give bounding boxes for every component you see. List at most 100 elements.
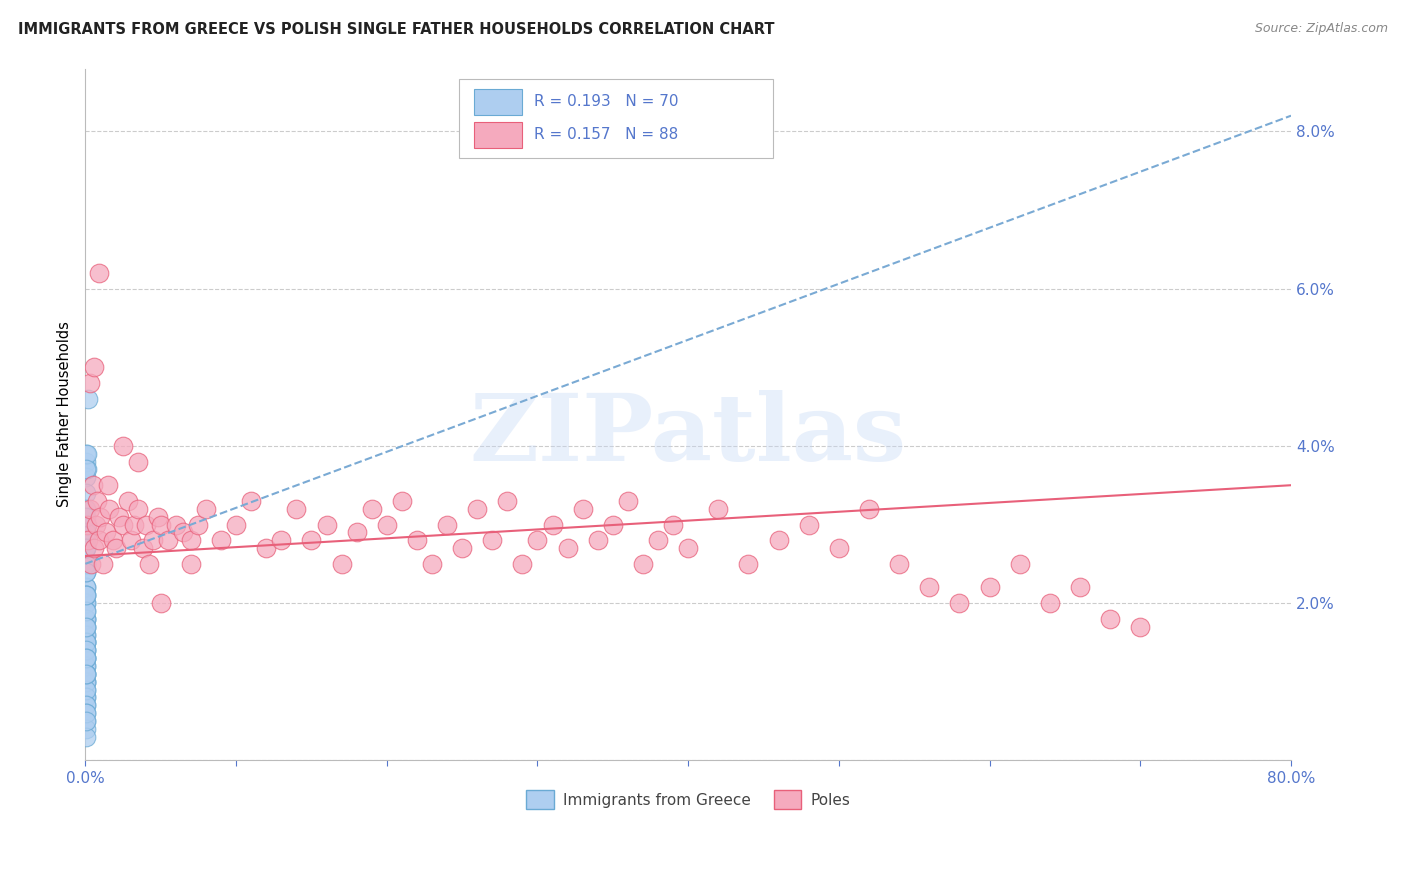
Point	[82, 478, 104, 492]
Point	[330, 557, 353, 571]
Point	[75, 690, 97, 705]
Point	[146, 509, 169, 524]
Point	[76, 392, 98, 406]
Point	[602, 517, 624, 532]
Point	[315, 517, 337, 532]
Point	[127, 501, 149, 516]
Point	[676, 541, 699, 555]
Point	[1039, 596, 1062, 610]
Point	[75, 565, 97, 579]
Point	[98, 501, 121, 516]
Point	[75, 706, 97, 721]
Point	[75, 635, 97, 649]
Point	[75, 509, 97, 524]
Point	[254, 541, 277, 555]
Point	[75, 635, 97, 649]
Point	[75, 651, 97, 665]
Point	[617, 494, 640, 508]
Point	[75, 620, 97, 634]
Point	[270, 533, 292, 548]
FancyBboxPatch shape	[474, 88, 522, 115]
Point	[165, 517, 187, 532]
Point	[75, 666, 97, 681]
Point	[75, 620, 97, 634]
Point	[1129, 620, 1152, 634]
Text: IMMIGRANTS FROM GREECE VS POLISH SINGLE FATHER HOUSEHOLDS CORRELATION CHART: IMMIGRANTS FROM GREECE VS POLISH SINGLE …	[18, 22, 775, 37]
Point	[75, 462, 97, 476]
Point	[75, 541, 97, 555]
Point	[172, 525, 194, 540]
Point	[75, 470, 97, 484]
Point	[75, 651, 97, 665]
Point	[117, 494, 139, 508]
Point	[104, 541, 127, 555]
Point	[75, 714, 97, 728]
Point	[75, 447, 97, 461]
Point	[142, 533, 165, 548]
Point	[75, 604, 97, 618]
FancyBboxPatch shape	[474, 122, 522, 148]
Point	[101, 533, 124, 548]
Point	[75, 525, 97, 540]
Point	[75, 588, 97, 602]
Point	[83, 541, 105, 555]
Point	[107, 509, 129, 524]
Point	[75, 525, 97, 540]
Point	[75, 698, 97, 713]
Point	[75, 651, 97, 665]
Point	[75, 486, 97, 500]
Point	[75, 501, 97, 516]
Text: R = 0.157   N = 88: R = 0.157 N = 88	[534, 128, 678, 143]
Point	[77, 533, 100, 548]
Point	[97, 478, 120, 492]
Point	[149, 596, 172, 610]
Point	[571, 501, 593, 516]
Point	[75, 643, 97, 657]
Point	[180, 533, 202, 548]
Point	[157, 533, 180, 548]
Point	[75, 517, 97, 532]
Point	[75, 557, 97, 571]
Point	[858, 501, 880, 516]
Point	[75, 455, 97, 469]
Point	[209, 533, 232, 548]
Point	[285, 501, 308, 516]
Point	[465, 501, 488, 516]
Legend: Immigrants from Greece, Poles: Immigrants from Greece, Poles	[520, 784, 856, 815]
Point	[96, 525, 118, 540]
Point	[301, 533, 323, 548]
Point	[948, 596, 970, 610]
Point	[75, 541, 97, 555]
Point	[127, 455, 149, 469]
Point	[75, 659, 97, 673]
Point	[647, 533, 669, 548]
Point	[75, 682, 97, 697]
Text: ZIPatlas: ZIPatlas	[470, 390, 907, 480]
Point	[79, 501, 101, 516]
Point	[135, 517, 157, 532]
Point	[75, 659, 97, 673]
Point	[375, 517, 398, 532]
Point	[75, 682, 97, 697]
Point	[75, 612, 97, 626]
Point	[75, 706, 97, 721]
Point	[138, 557, 160, 571]
Point	[75, 627, 97, 641]
Point	[360, 501, 382, 516]
Point	[557, 541, 579, 555]
Point	[75, 666, 97, 681]
Point	[225, 517, 247, 532]
Point	[391, 494, 413, 508]
Point	[86, 494, 108, 508]
Point	[75, 643, 97, 657]
Point	[75, 588, 97, 602]
Point	[93, 557, 115, 571]
Point	[112, 517, 135, 532]
Point	[75, 714, 97, 728]
Point	[131, 541, 153, 555]
Point	[79, 376, 101, 390]
Point	[194, 501, 217, 516]
Point	[406, 533, 429, 548]
Point	[76, 447, 98, 461]
Point	[75, 581, 97, 595]
